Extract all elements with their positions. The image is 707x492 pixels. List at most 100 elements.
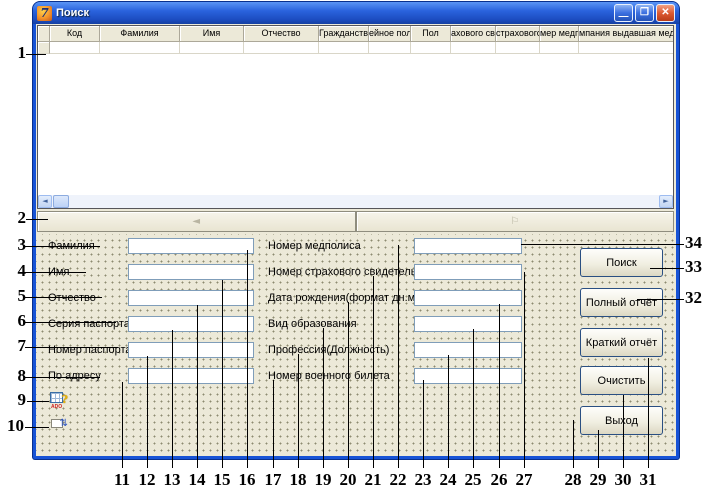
close-icon[interactable]: ✕: [656, 4, 675, 22]
callout-24-line: [448, 355, 449, 468]
grid-cell: [369, 42, 411, 54]
insurance-number-input[interactable]: [414, 264, 522, 280]
callout-12: 12: [138, 470, 156, 489]
grid-cell: [50, 42, 100, 54]
callout-11: 11: [113, 470, 131, 489]
minimize-icon[interactable]: —: [614, 4, 633, 22]
name-input[interactable]: [128, 264, 254, 280]
grid-header-insurance[interactable]: страхового с: [496, 26, 540, 42]
grid-body: [38, 54, 673, 195]
callout-15: 15: [213, 470, 231, 489]
clear-button[interactable]: Очистить: [580, 366, 663, 395]
scroll-left-icon[interactable]: ◄: [38, 195, 52, 208]
grid-horizontal-scrollbar[interactable]: ◄ ►: [38, 195, 673, 208]
callout-27: 27: [515, 470, 533, 489]
grid-header-marital[interactable]: ейное полож: [369, 26, 411, 42]
callout-3-line: [25, 246, 100, 247]
medpolicy-number-input[interactable]: [414, 238, 522, 254]
grid-row-selector: [38, 42, 50, 54]
nav-next-button[interactable]: ⚐: [355, 211, 674, 232]
callout-2: 2: [17, 208, 27, 227]
scroll-right-icon[interactable]: ►: [659, 195, 673, 208]
callout-13: 13: [163, 470, 181, 489]
callout-2-line: [26, 219, 48, 220]
search-button[interactable]: Поиск: [580, 248, 663, 277]
grid-header-medpolicy-company[interactable]: мпания выдавшая медпол: [579, 26, 673, 42]
callout-31-line: [648, 358, 649, 468]
callout-14: 14: [188, 470, 206, 489]
callout-24: 24: [439, 470, 457, 489]
grid-empty-row: [38, 42, 673, 54]
patronymic-input[interactable]: [128, 290, 254, 306]
label-military-ticket: Номер военного билета: [268, 370, 390, 382]
maximize-icon[interactable]: ❐: [635, 4, 654, 22]
grid-header-citizenship[interactable]: Гражданство: [319, 26, 369, 42]
callout-33-line: [650, 268, 684, 269]
callout-26: 26: [490, 470, 508, 489]
grid-cell: [540, 42, 579, 54]
callout-21-line: [373, 276, 374, 468]
callout-23-line: [423, 380, 424, 468]
callout-18-line: [298, 354, 299, 468]
callout-32-line: [637, 299, 684, 300]
nav-prior-button[interactable]: ◄: [37, 211, 356, 232]
label-patronymic: Отчество: [48, 292, 96, 304]
short-report-button[interactable]: Краткий отчёт: [580, 328, 663, 357]
callout-10-line: [25, 427, 49, 428]
datasource-icon[interactable]: ⇅: [50, 416, 68, 433]
grid-cell: [319, 42, 369, 54]
callout-6: 6: [17, 311, 27, 330]
callout-34: 34: [685, 233, 702, 252]
callout-28-line: [573, 420, 574, 468]
label-profession: Профессия(Должность): [268, 344, 390, 356]
grid-header-sex[interactable]: Пол: [411, 26, 451, 42]
grid-header-name[interactable]: Имя: [180, 26, 244, 42]
callout-16: 16: [238, 470, 256, 489]
grid-header-code[interactable]: Код: [50, 26, 100, 42]
callout-15-line: [222, 280, 223, 468]
grid-cell: [100, 42, 180, 54]
grid-cell: [496, 42, 540, 54]
grid-cell: [244, 42, 319, 54]
callout-19-line: [323, 328, 324, 468]
grid-header-medpolicy[interactable]: мер медпол: [540, 26, 579, 42]
exit-button[interactable]: Выход: [580, 406, 663, 435]
callout-14-line: [197, 305, 198, 468]
grid-header-insurance-number[interactable]: ахового сви: [451, 26, 496, 42]
callout-31: 31: [639, 470, 657, 489]
scrollbar-thumb[interactable]: [53, 195, 69, 208]
app-window: 7 Поиск — ❐ ✕ Код Фамилия Имя Отчество Г…: [33, 2, 679, 459]
military-ticket-input[interactable]: [414, 368, 522, 384]
grid-header-row: Код Фамилия Имя Отчество Гражданство ейн…: [38, 26, 673, 42]
grid-cell: [451, 42, 496, 54]
label-passport-number: Номер паспорта: [48, 344, 132, 356]
ado-question-glyph: ?: [61, 393, 68, 406]
callout-5: 5: [17, 286, 27, 305]
callout-21: 21: [364, 470, 382, 489]
label-birthdate: Дата рождения(формат дн.мц.гггг): [268, 292, 445, 304]
callout-9: 9: [17, 390, 27, 409]
birthdate-input[interactable]: [414, 290, 522, 306]
callout-18: 18: [289, 470, 307, 489]
datasource-arrows-glyph: ⇅: [59, 418, 68, 429]
callout-28: 28: [564, 470, 582, 489]
scrollbar-track[interactable]: [69, 195, 659, 208]
label-insurance-number: Номер страхового свидетельства: [268, 266, 439, 278]
callout-11-line: [122, 382, 123, 468]
education-input[interactable]: [414, 316, 522, 332]
db-navigator: ◄ ⚐: [37, 211, 674, 232]
db-grid: Код Фамилия Имя Отчество Гражданство ейн…: [37, 25, 674, 209]
surname-input[interactable]: [128, 238, 254, 254]
passport-series-input[interactable]: [128, 316, 254, 332]
grid-cell: [579, 42, 673, 54]
titlebar[interactable]: 7 Поиск — ❐ ✕: [33, 2, 679, 24]
callout-17: 17: [264, 470, 282, 489]
callout-17-line: [273, 380, 274, 468]
full-report-button[interactable]: Полный отчёт: [580, 288, 663, 317]
ado-query-icon[interactable]: ? ADO: [50, 392, 68, 410]
ado-label: ADO: [51, 404, 63, 410]
grid-header-surname[interactable]: Фамилия: [100, 26, 180, 42]
profession-input[interactable]: [414, 342, 522, 358]
grid-header-patronymic[interactable]: Отчество: [244, 26, 319, 42]
callout-8-line: [25, 377, 100, 378]
